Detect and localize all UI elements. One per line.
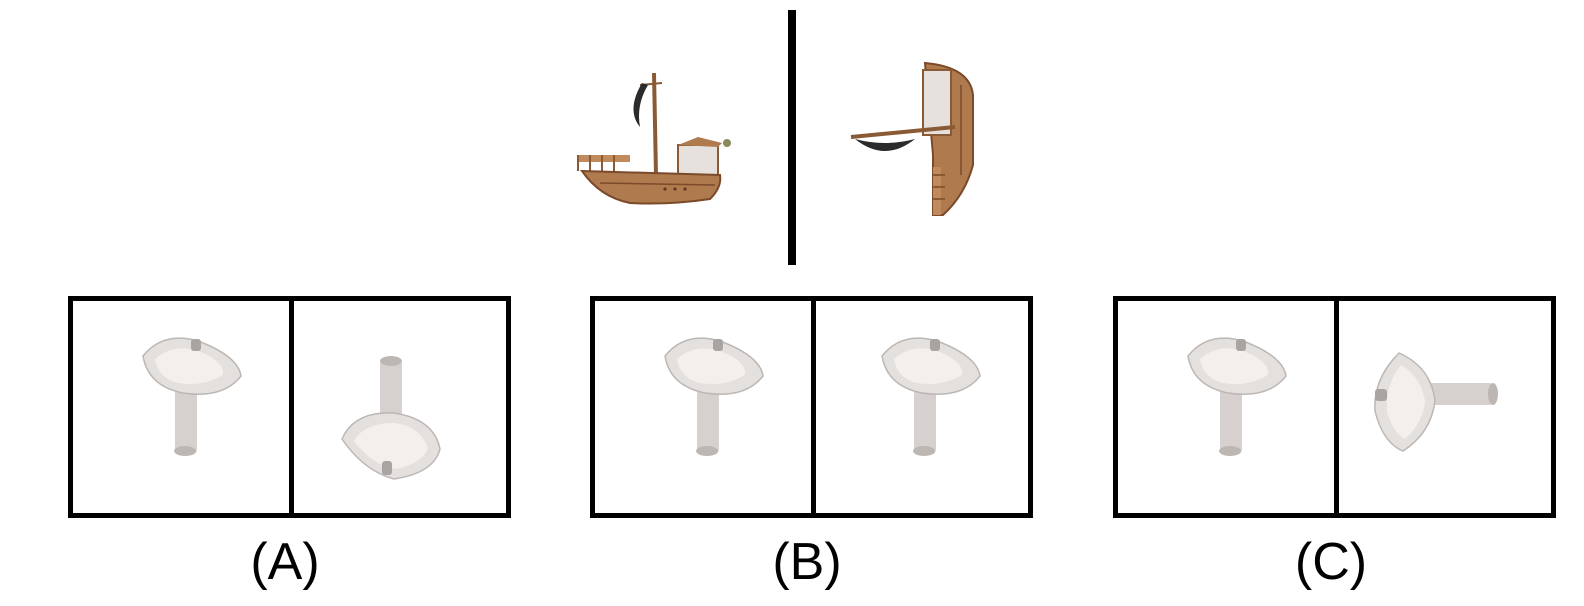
sink-flipped-icon xyxy=(294,301,506,513)
sink-upright-icon xyxy=(816,301,1028,513)
option-a-panel[interactable] xyxy=(68,296,511,518)
option-a-label[interactable]: (A) xyxy=(210,532,360,592)
ship-rotated-view xyxy=(845,55,990,225)
option-c-panel[interactable] xyxy=(1113,296,1556,518)
option-b-right-view xyxy=(816,301,1028,513)
sink-upright-icon xyxy=(595,301,811,513)
sink-upright-icon xyxy=(73,301,289,513)
option-b-left-view xyxy=(595,301,811,513)
option-c-label[interactable]: (C) xyxy=(1256,532,1406,592)
sink-upright-icon xyxy=(1118,301,1334,513)
option-a-right-view xyxy=(294,301,506,513)
option-a-left-view xyxy=(73,301,289,513)
option-c-right-view xyxy=(1339,301,1551,513)
ship-side-view xyxy=(570,65,740,210)
option-b-label[interactable]: (B) xyxy=(732,532,882,592)
option-c-left-view xyxy=(1118,301,1334,513)
reference-divider xyxy=(788,10,796,265)
sink-rotated-icon xyxy=(1339,301,1551,513)
option-b-panel[interactable] xyxy=(590,296,1033,518)
